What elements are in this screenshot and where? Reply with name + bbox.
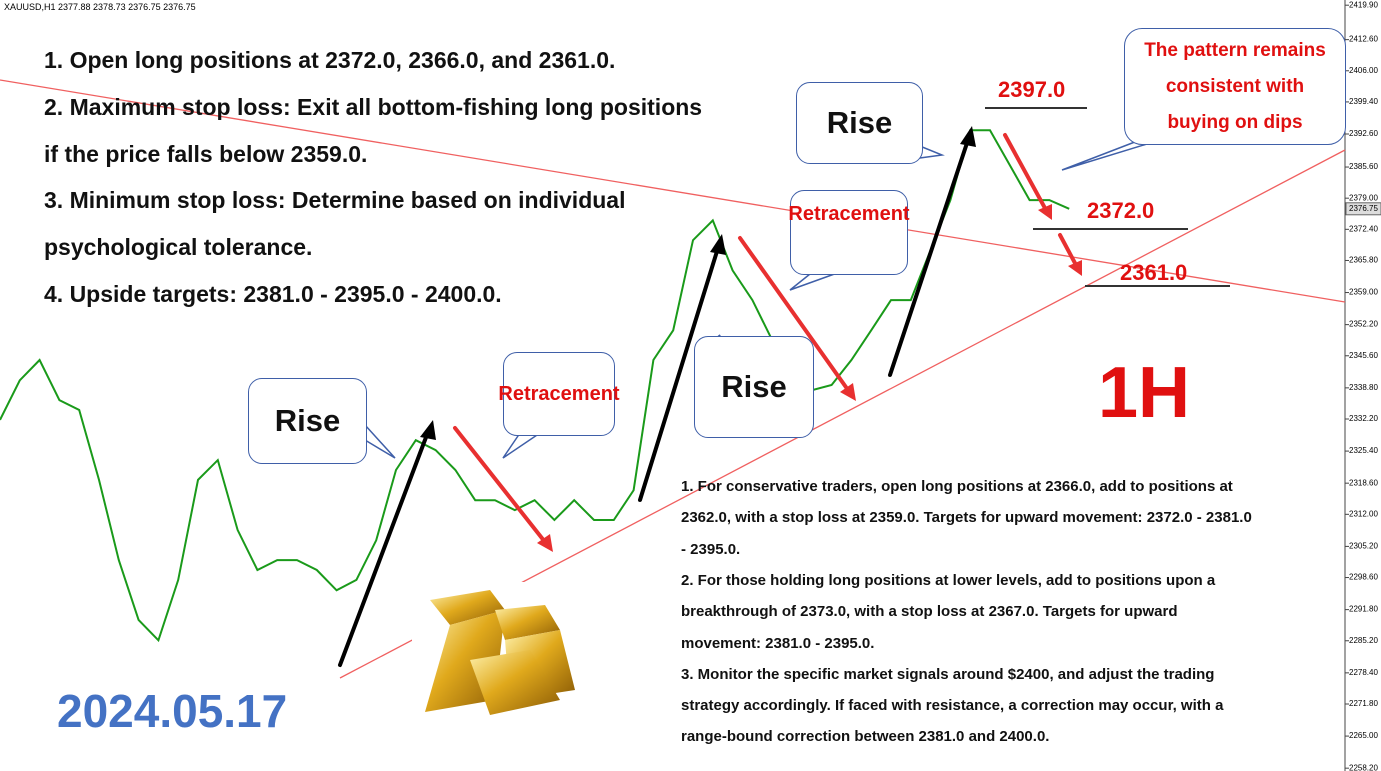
price-axis-bg (1345, 0, 1381, 771)
callout: Retracement (788, 190, 910, 275)
arrows (338, 126, 1082, 667)
gold-image (412, 582, 582, 740)
retracement-arrow (453, 426, 547, 544)
note-line: strategy accordingly. If faced with resi… (681, 697, 1224, 715)
y-tick-label: 2338.80 (1349, 383, 1378, 392)
rise-arrow (638, 246, 720, 502)
y-tick-label: 2419.90 (1349, 0, 1378, 9)
tail (1061, 139, 1161, 171)
plan-line: 1. Open long positions at 2372.0, 2366.0… (44, 47, 616, 73)
y-tick-label: 2278.40 (1349, 668, 1378, 677)
note-line: 2. For those holding long positions at l… (681, 571, 1216, 589)
gold-bar (430, 590, 505, 625)
y-tick-label: 2392.60 (1349, 129, 1378, 138)
y-tick-label: 2332.20 (1349, 414, 1378, 423)
note-line: breakthrough of 2373.0, with a stop loss… (681, 603, 1178, 621)
level-label: 2372.0 (1087, 198, 1155, 223)
arrow-head (710, 234, 726, 255)
tail (502, 432, 541, 459)
y-tick-label: 2359.00 (1349, 288, 1378, 297)
y-tick-label: 2265.00 (1349, 731, 1378, 740)
y-tick-label: 2298.60 (1349, 573, 1378, 582)
arrow-head (1068, 260, 1082, 276)
note-line: movement: 2381.0 - 2395.0. (681, 634, 875, 652)
callout: The pattern remains consistent with buyi… (1124, 28, 1346, 145)
y-tick-label: 2412.60 (1349, 35, 1378, 44)
y-tick-label: 2385.60 (1349, 162, 1378, 171)
price-line (0, 129, 1070, 643)
note-line: - 2395.0. (681, 540, 741, 558)
header: XAUUSD,H1 2377.88 2378.73 2376.75 2376.7… (4, 2, 196, 12)
current-price: 2376.75 (1349, 204, 1378, 213)
callout-line: consistent with (1165, 75, 1305, 97)
arrow-head (1038, 204, 1052, 220)
plan-line: 3. Minimum stop loss: Determine based on… (44, 187, 626, 214)
level-label: 2361.0 (1120, 260, 1188, 285)
tail (789, 269, 841, 291)
callout-line: The pattern remains (1144, 39, 1326, 61)
arrow-head (840, 383, 856, 401)
y-tick-label: 2325.40 (1349, 446, 1378, 455)
note-line: 3. Monitor the specific market signals a… (681, 665, 1215, 683)
plan-line: psychological tolerance. (44, 234, 313, 261)
y-tick-label: 2305.20 (1349, 542, 1378, 551)
callout: Rise (248, 378, 367, 464)
gold-bar (470, 650, 560, 715)
y-tick-label: 2372.40 (1349, 224, 1378, 233)
y-tick-label: 2406.00 (1349, 66, 1378, 75)
date: 2024.05.17 (57, 685, 288, 737)
y-tick-label: 2285.20 (1349, 636, 1378, 645)
plan-line: if the price falls below 2359.0. (44, 140, 368, 167)
retracement-arrow (1003, 133, 1048, 212)
arrow-head (960, 126, 976, 147)
callout: Rise (796, 82, 923, 164)
y-tick-label: 2345.60 (1349, 351, 1378, 360)
gold-bar (495, 605, 560, 640)
rise-arrow (888, 138, 970, 377)
note-line: range-bound correction between 2381.0 an… (681, 728, 1050, 746)
y-tick-label: 2399.40 (1349, 97, 1378, 106)
trend-line (0, 79, 1346, 303)
timeframe: 1H (1098, 353, 1191, 433)
current-price-box (1345, 202, 1381, 216)
note-line: 2362.0, with a stop loss at 2359.0. Targ… (681, 509, 1252, 527)
retracement-arrow (1058, 233, 1078, 267)
level-label: 2397.0 (998, 77, 1066, 102)
plan-line: 2. Maximum stop loss: Exit all bottom-fi… (44, 93, 703, 120)
note-line: 1. For conservative traders, open long p… (681, 478, 1233, 495)
plan-line: 4. Upside targets: 2381.0 - 2395.0 - 240… (44, 281, 502, 307)
y-tick-label: 2312.00 (1349, 509, 1378, 518)
y-tick-label: 2365.80 (1349, 256, 1378, 265)
y-tick-label: 2318.60 (1349, 478, 1378, 487)
callout: Rise (694, 336, 814, 438)
callout-tails (364, 139, 1161, 459)
callout-line: buying on dips (1167, 111, 1303, 133)
tail (364, 424, 396, 459)
arrow-head (537, 534, 553, 552)
y-tick-label: 2271.80 (1349, 699, 1378, 708)
y-tick-label: 2291.80 (1349, 605, 1378, 614)
retracement-arrow (738, 236, 850, 392)
arrow-head (420, 420, 436, 440)
y-tick-label: 2352.20 (1349, 320, 1378, 329)
rise-arrow (338, 430, 430, 667)
y-tick-label: 2379.00 (1349, 193, 1378, 202)
callout: Retracement (498, 352, 620, 436)
y-tick-label: 2258.20 (1349, 763, 1378, 771)
